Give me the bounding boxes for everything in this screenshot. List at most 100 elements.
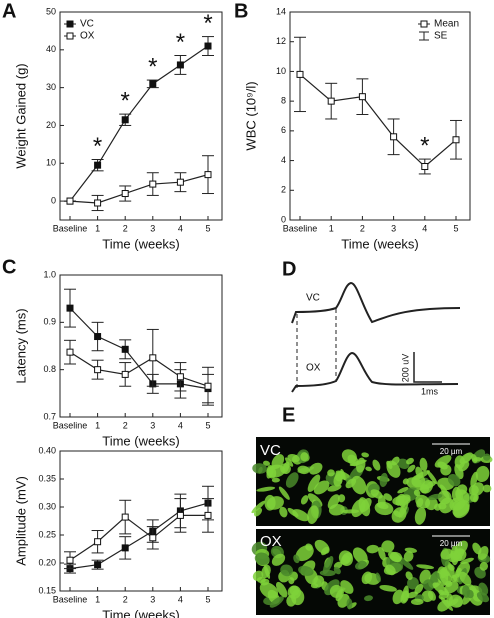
annotation: * — [93, 133, 102, 160]
legend-label: Mean — [434, 19, 459, 30]
y-tick-label: 50 — [46, 6, 56, 16]
trace-label: VC — [306, 293, 320, 304]
vessel — [298, 565, 314, 576]
vessel — [271, 454, 285, 469]
y-tick-label: 8 — [281, 96, 286, 106]
vessel — [427, 590, 436, 601]
marker — [204, 171, 212, 179]
vessel — [389, 551, 403, 563]
legend-marker — [66, 20, 74, 28]
x-tick-label: Baseline — [53, 223, 88, 233]
vessel — [293, 554, 300, 564]
vessel — [271, 477, 280, 483]
trace-label: OX — [306, 363, 321, 374]
vessel — [305, 543, 313, 551]
panel-label: D — [282, 258, 296, 280]
plot-frame — [59, 11, 223, 221]
vessel — [405, 571, 413, 580]
vessel — [438, 502, 447, 510]
y-tick-label: 0.20 — [38, 557, 56, 567]
marker — [94, 561, 102, 569]
vessel — [397, 486, 409, 494]
x-tick-label: 3 — [150, 223, 155, 233]
x-tick-label: Baseline — [283, 223, 318, 233]
marker — [121, 513, 129, 521]
marker — [421, 163, 429, 171]
vessel — [469, 493, 478, 502]
vessel — [406, 457, 414, 465]
marker — [296, 70, 304, 78]
vessel — [410, 598, 424, 606]
vessel — [285, 472, 299, 488]
series-line — [299, 73, 457, 168]
x-tick-label: 3 — [150, 594, 155, 604]
vessel — [447, 564, 455, 571]
marker — [176, 178, 184, 186]
plot-frame — [59, 450, 223, 592]
marker — [121, 116, 129, 124]
marker — [149, 180, 157, 188]
vessel — [402, 585, 409, 603]
panel-label: B — [234, 0, 248, 22]
vessel — [422, 579, 435, 591]
series-line — [69, 45, 209, 202]
marker — [121, 190, 129, 198]
vessel — [374, 501, 394, 516]
annotation: * — [148, 53, 157, 80]
vessel — [370, 489, 383, 499]
marker — [121, 370, 129, 378]
scale-bar — [413, 352, 442, 383]
vessel — [349, 459, 367, 467]
vessel — [482, 484, 492, 493]
y-axis-label: Weight Gained (g) — [13, 63, 28, 168]
x-tick-label: 5 — [205, 594, 210, 604]
y-tick-label: 1.0 — [43, 269, 56, 279]
marker — [66, 556, 74, 564]
y-tick-label: 0 — [51, 195, 56, 205]
vessel — [252, 570, 264, 581]
vessel — [395, 493, 405, 506]
series-line — [69, 502, 209, 570]
vessel — [310, 583, 319, 589]
vessel — [322, 556, 334, 575]
vessel — [407, 464, 416, 473]
y-tick-label: 0.30 — [38, 501, 56, 511]
marker — [94, 366, 102, 374]
series-line — [69, 351, 209, 387]
vessel — [263, 460, 271, 466]
y-tick-label: 10 — [276, 66, 286, 76]
vessel — [361, 452, 369, 458]
x-tick-label: 1 — [95, 594, 100, 604]
vessel — [402, 478, 409, 485]
vessel — [471, 454, 478, 463]
vessel — [416, 564, 435, 570]
legend-label: OX — [80, 31, 95, 42]
vessel — [414, 583, 424, 595]
marker — [94, 161, 102, 169]
vessel — [466, 589, 474, 599]
vessel — [256, 486, 276, 492]
vessel — [426, 470, 438, 485]
image-label: VC — [260, 442, 281, 459]
scale-y-label: 200 uV — [400, 354, 410, 383]
vessel — [269, 596, 284, 608]
vessel — [448, 594, 463, 608]
y-axis-label: WBC (10⁹/l) — [243, 81, 258, 150]
marker — [149, 534, 157, 542]
x-tick-label: 2 — [360, 223, 365, 233]
legend-label: VC — [80, 19, 94, 30]
y-tick-label: 10 — [46, 158, 56, 168]
vessel — [338, 550, 354, 566]
vessel — [398, 556, 414, 570]
vessel — [341, 449, 357, 464]
y-tick-label: 30 — [46, 82, 56, 92]
marker — [204, 511, 212, 519]
vessel — [280, 463, 291, 475]
panel-label: E — [282, 404, 295, 426]
ox-trace — [291, 351, 459, 393]
x-tick-label: 2 — [123, 420, 128, 430]
y-tick-label: 40 — [46, 44, 56, 54]
vessel — [340, 468, 346, 480]
vessel — [477, 546, 489, 560]
vessel — [346, 598, 353, 610]
